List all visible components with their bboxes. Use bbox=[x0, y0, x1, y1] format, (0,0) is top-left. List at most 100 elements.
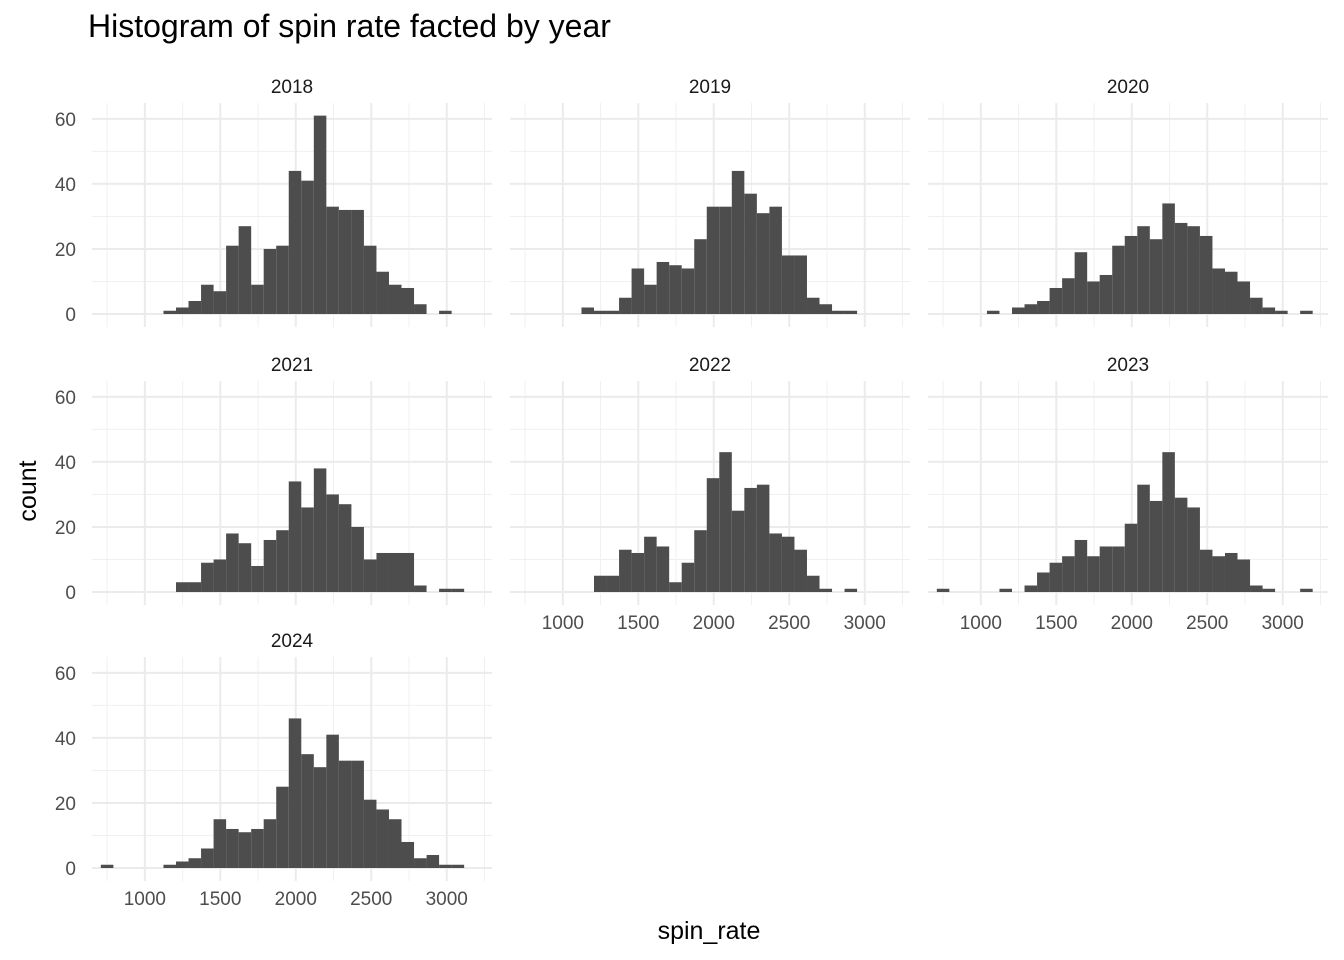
histogram-bar bbox=[1237, 559, 1251, 592]
histogram-bar bbox=[1074, 252, 1088, 314]
histogram-bar bbox=[201, 562, 214, 592]
histogram-bar bbox=[794, 255, 807, 314]
histogram-bar bbox=[213, 819, 227, 868]
histogram-bar bbox=[238, 226, 252, 314]
histogram-bar bbox=[301, 507, 314, 592]
histogram-bar bbox=[263, 539, 277, 592]
histogram-bar bbox=[1099, 274, 1113, 314]
histogram-bar bbox=[1037, 572, 1050, 592]
x-tick-label: 1000 bbox=[542, 613, 584, 634]
histogram-bar bbox=[819, 304, 833, 314]
y-axis-title: count bbox=[14, 460, 42, 521]
x-axis-title: spin_rate bbox=[658, 917, 761, 945]
histogram-bar bbox=[401, 287, 415, 314]
y-tick-label: 20 bbox=[55, 794, 76, 815]
histogram-bar bbox=[1187, 226, 1200, 314]
x-tick-label: 1000 bbox=[124, 889, 166, 910]
histogram-bar bbox=[819, 588, 833, 592]
histogram-bar bbox=[1049, 287, 1063, 314]
histogram-bar bbox=[731, 510, 745, 592]
histogram-bar bbox=[719, 452, 732, 592]
histogram-bar bbox=[781, 255, 795, 314]
x-tick-label: 2500 bbox=[350, 889, 392, 910]
y-tick-label: 40 bbox=[55, 175, 76, 196]
histogram-bar bbox=[756, 213, 770, 314]
histogram-bar bbox=[201, 284, 214, 314]
histogram-bar bbox=[606, 575, 620, 592]
histogram-bar bbox=[631, 268, 645, 314]
histogram-bar bbox=[388, 284, 402, 314]
facet-label: 2019 bbox=[689, 77, 731, 98]
histogram-bar bbox=[1199, 235, 1213, 314]
histogram-bar bbox=[163, 310, 176, 314]
histogram-bar bbox=[806, 297, 820, 314]
histogram-bar bbox=[226, 828, 239, 868]
histogram-bar bbox=[176, 861, 189, 868]
histogram-bar bbox=[619, 297, 632, 314]
histogram-bar bbox=[326, 734, 339, 868]
histogram-bar bbox=[844, 310, 858, 314]
histogram-bar bbox=[338, 504, 352, 592]
histogram-bar bbox=[1237, 281, 1251, 314]
histogram-bar bbox=[1162, 203, 1175, 314]
histogram-bar bbox=[999, 588, 1012, 592]
y-tick-label: 60 bbox=[55, 110, 76, 131]
histogram-bar bbox=[656, 546, 670, 592]
histogram-bar bbox=[1199, 549, 1213, 592]
histogram-bar bbox=[769, 533, 782, 592]
y-tick-label: 40 bbox=[55, 453, 76, 474]
histogram-bar bbox=[363, 245, 377, 314]
histogram-bar bbox=[276, 245, 289, 314]
histogram-bar bbox=[1124, 523, 1138, 592]
x-tick-label: 3000 bbox=[426, 889, 468, 910]
y-tick-label: 0 bbox=[65, 859, 76, 880]
histogram-bar bbox=[1300, 310, 1313, 314]
histogram-bar bbox=[744, 193, 757, 314]
histogram-bar bbox=[188, 858, 202, 868]
histogram-bar bbox=[313, 115, 327, 315]
histogram-bar bbox=[781, 536, 795, 592]
histogram-bar bbox=[351, 209, 364, 314]
histogram-bar bbox=[606, 310, 620, 314]
histogram-bar bbox=[694, 530, 707, 592]
histogram-bar bbox=[1224, 552, 1238, 592]
histogram-bar bbox=[731, 170, 745, 314]
histogram-bar bbox=[844, 588, 858, 592]
histogram-bar bbox=[594, 310, 607, 314]
histogram-bar bbox=[251, 284, 264, 314]
histogram-bar bbox=[681, 562, 695, 592]
histogram-bar bbox=[669, 265, 682, 314]
facet-panel-2022: 2022 1000 1500 2000 2500 3000 bbox=[510, 355, 910, 634]
histogram-bar bbox=[986, 310, 1000, 314]
histogram-bar bbox=[1087, 556, 1100, 592]
histogram-bar bbox=[163, 864, 176, 868]
histogram-bar bbox=[226, 533, 239, 592]
histogram-bar bbox=[1137, 226, 1150, 314]
facet-panel-2020: 2020 bbox=[928, 77, 1328, 327]
histogram-bar bbox=[832, 310, 845, 314]
histogram-bar bbox=[1224, 271, 1238, 314]
histogram-bar bbox=[313, 468, 327, 592]
y-tick-label: 40 bbox=[55, 729, 76, 750]
facet-label: 2023 bbox=[1107, 355, 1149, 376]
histogram-bar bbox=[1037, 300, 1050, 314]
histogram-bar bbox=[1124, 235, 1138, 314]
histogram-bar bbox=[301, 754, 314, 868]
histogram-bar bbox=[263, 248, 277, 314]
histogram-bar bbox=[414, 585, 427, 592]
histogram-bar bbox=[806, 575, 820, 592]
histogram-bar bbox=[376, 552, 389, 592]
histogram-bar bbox=[1174, 497, 1188, 592]
histogram-bar bbox=[1262, 307, 1276, 314]
histogram-bar bbox=[401, 841, 415, 868]
histogram-bar bbox=[288, 481, 302, 592]
histogram-bar bbox=[1024, 585, 1038, 592]
facet-panel-2018: 2018 0 20 40 60 bbox=[55, 77, 492, 327]
histogram-bar bbox=[376, 271, 389, 314]
histogram-bar bbox=[1062, 278, 1075, 314]
histogram-bar bbox=[238, 832, 252, 868]
x-tick-label: 1500 bbox=[1035, 613, 1077, 634]
histogram-bar bbox=[694, 239, 707, 314]
histogram-bar bbox=[100, 864, 114, 868]
histogram-bar bbox=[439, 588, 452, 592]
